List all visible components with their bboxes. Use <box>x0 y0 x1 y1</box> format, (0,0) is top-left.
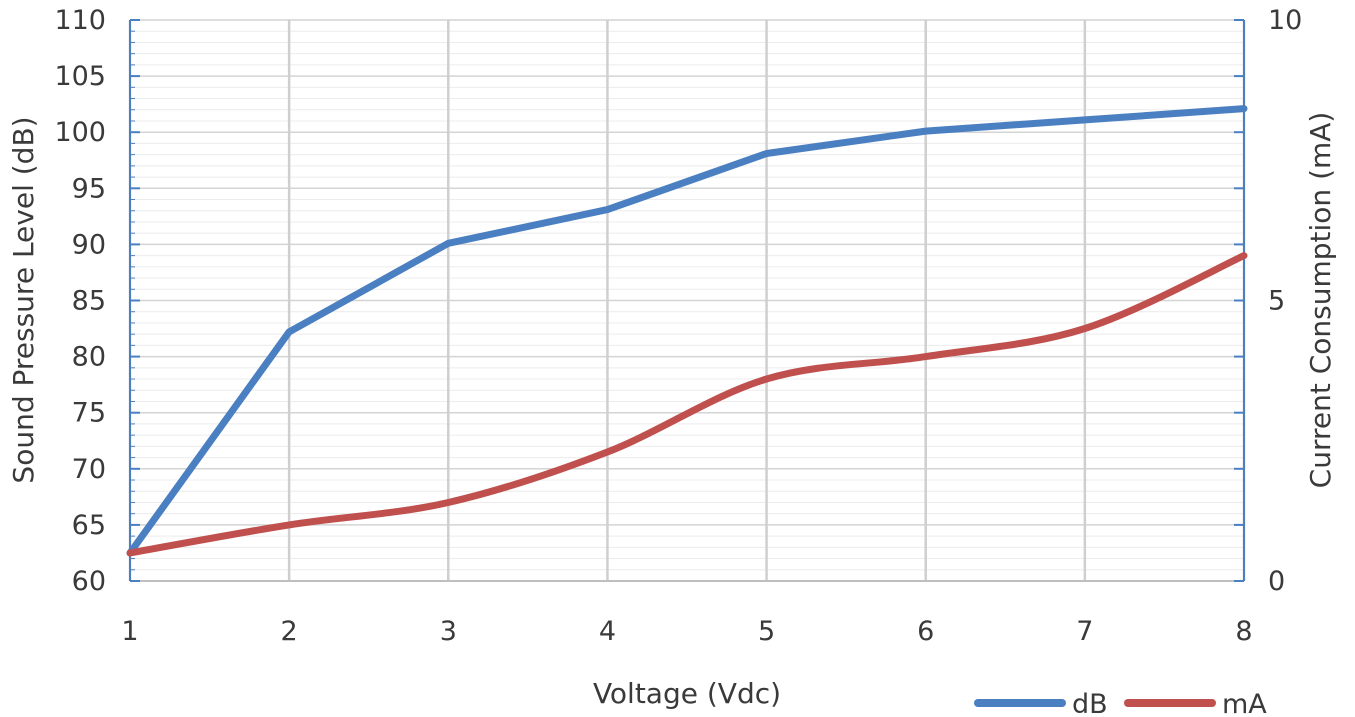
y-left-tick-label: 85 <box>72 286 106 317</box>
y-left-tick-label: 80 <box>72 342 106 373</box>
y-axis-right-title: Current Consumption (mA) <box>1304 112 1337 489</box>
data-point-db <box>925 130 927 132</box>
series-lines <box>126 105 1248 557</box>
y-left-tick-label: 105 <box>54 61 106 92</box>
data-point-db <box>447 242 449 244</box>
legend-label-ma: mA <box>1222 689 1267 717</box>
x-tick-label: 1 <box>121 616 138 647</box>
y-left-tick-label: 65 <box>72 510 106 541</box>
y-left-tick-label: 100 <box>54 117 106 148</box>
data-point-ma <box>925 356 927 358</box>
x-tick-label: 5 <box>758 616 775 647</box>
legend: dB mA <box>974 689 1267 717</box>
x-tick-label: 2 <box>281 616 298 647</box>
data-point-ma <box>288 524 290 526</box>
y-right-tick-label: 0 <box>1268 566 1285 597</box>
series-line-db <box>126 105 1248 557</box>
data-point-ma <box>129 552 131 554</box>
x-axis-title: Voltage (Vdc) <box>593 677 781 710</box>
data-point-db <box>288 331 290 333</box>
y-axis-left-title: Sound Pressure Level (dB) <box>7 116 40 483</box>
data-point-ma <box>447 501 449 503</box>
grid <box>128 19 1246 582</box>
x-tick-label: 6 <box>917 616 934 647</box>
data-point-db <box>1084 119 1086 121</box>
data-point-ma <box>606 451 608 453</box>
legend-label-db: dB <box>1072 689 1108 717</box>
series-line-ma <box>126 252 1248 557</box>
x-tick-label: 3 <box>440 616 457 647</box>
x-tick-label: 4 <box>599 616 616 647</box>
data-point-db <box>606 209 608 211</box>
x-tick-label: 7 <box>1076 616 1093 647</box>
data-point-db <box>766 153 768 155</box>
y-left-tick-label: 95 <box>72 173 106 204</box>
data-point-ma <box>1084 328 1086 330</box>
y-left-tick-label: 90 <box>72 229 106 260</box>
y-right-tick-label: 10 <box>1268 5 1302 36</box>
tick-labels: 60 65 70 75 80 85 90 95 100 105 110 0 5 10 1 2 3 4 5 6 7 8 <box>54 5 1302 647</box>
y-left-tick-label: 75 <box>72 398 106 429</box>
y-right-tick-label: 5 <box>1268 286 1285 317</box>
x-tick-label: 8 <box>1235 616 1252 647</box>
y-left-tick-label: 60 <box>72 566 106 597</box>
y-left-tick-label: 70 <box>72 454 106 485</box>
data-point-ma <box>1243 255 1245 257</box>
data-point-ma <box>766 378 768 380</box>
axes <box>129 19 1245 582</box>
data-point-db <box>1243 108 1245 110</box>
y-left-tick-label: 110 <box>54 5 106 36</box>
